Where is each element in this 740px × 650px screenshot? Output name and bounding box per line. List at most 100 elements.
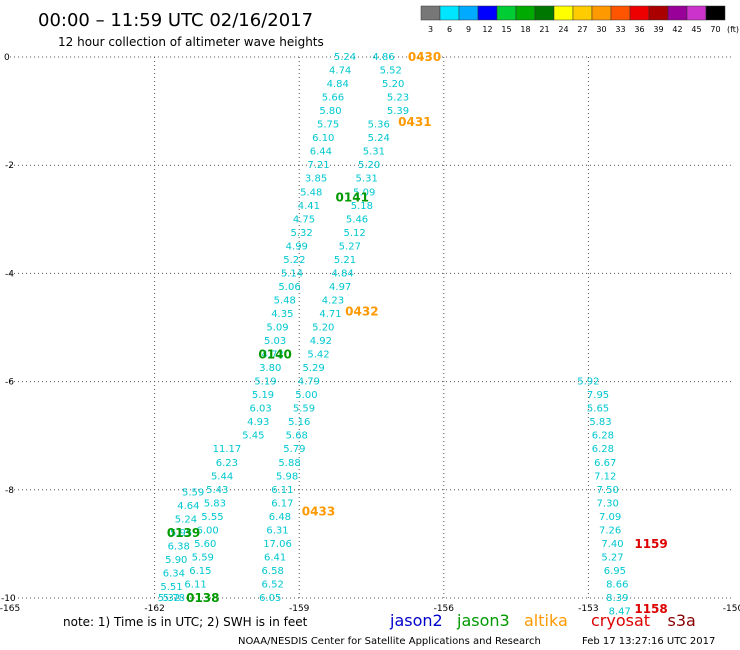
color-swatch bbox=[572, 5, 593, 21]
color-swatch bbox=[705, 5, 726, 21]
swh-value-label: 6.05 bbox=[259, 593, 281, 604]
swh-value-label: 5.83 bbox=[589, 417, 611, 428]
x-tick-label: -156 bbox=[434, 604, 455, 614]
swh-value-label: 6.28 bbox=[592, 431, 614, 442]
swh-value-label: 4.99 bbox=[286, 241, 308, 252]
swh-value-label: 5.18 bbox=[351, 201, 373, 212]
track-time-label: 0139 bbox=[167, 526, 200, 540]
color-swatch bbox=[477, 5, 498, 21]
color-level-label: 3 bbox=[428, 25, 433, 34]
swh-value-label: 5.21 bbox=[334, 255, 356, 266]
swh-value-label: 5.80 bbox=[319, 106, 341, 117]
mission-legend-entry: jason2 bbox=[389, 611, 443, 630]
swh-value-label: 4.92 bbox=[310, 336, 332, 347]
swh-value-label: 7.26 bbox=[599, 525, 621, 536]
color-swatch bbox=[591, 5, 612, 21]
swh-value-label: 5.20 bbox=[382, 79, 404, 90]
swh-value-label: 5.75 bbox=[317, 120, 339, 131]
color-level-label: 6 bbox=[447, 25, 452, 34]
chart-title: 00:00 – 11:59 UTC 02/16/2017 bbox=[38, 10, 313, 31]
swh-value-label: 5.27 bbox=[339, 241, 361, 252]
color-level-label: 45 bbox=[691, 25, 701, 34]
swh-value-label: 5.27 bbox=[601, 552, 623, 563]
y-tick-label: -4 bbox=[5, 269, 14, 279]
swh-value-label: 6.48 bbox=[269, 512, 291, 523]
swh-value-label: 5.20 bbox=[312, 323, 334, 334]
swh-value-label: 5.83 bbox=[204, 498, 226, 509]
swh-value-label: 4.93 bbox=[247, 417, 269, 428]
swh-value-label: 5.48 bbox=[300, 187, 322, 198]
y-tick-label-top: 0 bbox=[4, 53, 10, 63]
swh-value-label: 6.67 bbox=[594, 458, 616, 469]
swh-value-label: 4.86 bbox=[372, 52, 394, 63]
x-tick-label: -153 bbox=[578, 604, 598, 614]
color-unit-label: (ft) bbox=[727, 25, 739, 34]
swh-value-label: 5.43 bbox=[206, 485, 228, 496]
swh-value-label: 4.74 bbox=[329, 66, 351, 77]
swh-value-label: 4.41 bbox=[298, 201, 320, 212]
swh-value-label: 5.60 bbox=[194, 539, 216, 550]
swh-value-label: 5.06 bbox=[278, 282, 300, 293]
color-level-label: 24 bbox=[558, 25, 568, 34]
swh-value-label: 6.28 bbox=[592, 444, 614, 455]
swh-value-label: 4.79 bbox=[298, 377, 320, 388]
swh-value-label: 5.20 bbox=[358, 160, 380, 171]
track-time-label: 0432 bbox=[345, 304, 378, 318]
swh-value-label: 4.84 bbox=[331, 268, 353, 279]
swh-value-label: 8.47 bbox=[609, 607, 631, 618]
swh-value-label: 5.09 bbox=[266, 323, 288, 334]
color-swatch bbox=[667, 5, 688, 21]
color-swatch bbox=[610, 5, 631, 21]
color-swatch bbox=[648, 5, 669, 21]
swh-value-label: 4.23 bbox=[322, 295, 344, 306]
x-tick-label: -159 bbox=[289, 604, 310, 614]
swh-value-label: 5.48 bbox=[274, 295, 296, 306]
swh-value-label: 6.95 bbox=[604, 566, 626, 577]
swh-value-label: 5.79 bbox=[283, 444, 305, 455]
swh-value-label: 6.11 bbox=[271, 485, 293, 496]
swh-value-label: 6.03 bbox=[250, 404, 272, 415]
color-level-label: 42 bbox=[672, 25, 682, 34]
swh-value-label: 8.39 bbox=[606, 593, 628, 604]
color-swatch bbox=[553, 5, 574, 21]
mission-legend-entry: s3a bbox=[668, 611, 696, 630]
color-scale-legend: 3 6 9 12 15 18 21 24 27 30 33 36 39 42 45 70 (ft) bbox=[420, 5, 739, 34]
swh-value-label: 5.51 bbox=[160, 582, 182, 593]
swh-value-label: 5.39 bbox=[387, 106, 409, 117]
swh-value-label: 5.59 bbox=[192, 552, 214, 563]
x-tick-label-right: -150 bbox=[723, 604, 740, 614]
color-swatch bbox=[686, 5, 707, 21]
color-swatch bbox=[496, 5, 517, 21]
swh-value-label: 5.31 bbox=[356, 174, 378, 185]
color-level-label: 27 bbox=[577, 25, 587, 34]
swh-value-label: 5.55 bbox=[201, 512, 223, 523]
swh-value-label: 6.15 bbox=[189, 566, 211, 577]
swh-value-label: 5.24 bbox=[334, 52, 356, 63]
swh-value-label: 5.95 bbox=[170, 528, 192, 539]
swh-value-label: 5.44 bbox=[211, 471, 233, 482]
swh-value-label: 8.66 bbox=[606, 579, 628, 590]
color-level-label: 9 bbox=[466, 25, 471, 34]
swh-value-label: 5.45 bbox=[242, 431, 264, 442]
swh-value-label: 5.24 bbox=[175, 515, 197, 526]
track-time-label: 0433 bbox=[302, 504, 335, 518]
x-tick-label-left: -165 bbox=[0, 604, 20, 614]
swh-value-label: 7.30 bbox=[597, 498, 619, 509]
plot-area: -162 -159 -156 -153 -2 -4 -6 -8 0 -10-165 -150 4.86… bbox=[0, 50, 740, 618]
swh-value-label: 6.58 bbox=[262, 566, 284, 577]
swh-value-label: 5.03 bbox=[264, 336, 286, 347]
swh-value-label: 5.29 bbox=[303, 363, 325, 374]
track-time-label: 0141 bbox=[336, 191, 369, 205]
mission-legend-entry: jason3 bbox=[456, 611, 510, 630]
y-tick-label-bottom: -10 bbox=[1, 594, 16, 604]
swh-value-label: 7.50 bbox=[597, 485, 619, 496]
color-swatch bbox=[534, 5, 555, 21]
color-swatch bbox=[515, 5, 536, 21]
swh-value-label: 3.85 bbox=[305, 174, 327, 185]
swh-value-label: 6.44 bbox=[310, 147, 332, 158]
swh-value-label: 7.95 bbox=[587, 390, 609, 401]
track-time-label: 0140 bbox=[258, 348, 291, 362]
swh-value-label: 4.75 bbox=[293, 214, 315, 225]
swh-value-label: 5.59 bbox=[182, 488, 204, 499]
y-tick-label: -8 bbox=[5, 486, 14, 496]
